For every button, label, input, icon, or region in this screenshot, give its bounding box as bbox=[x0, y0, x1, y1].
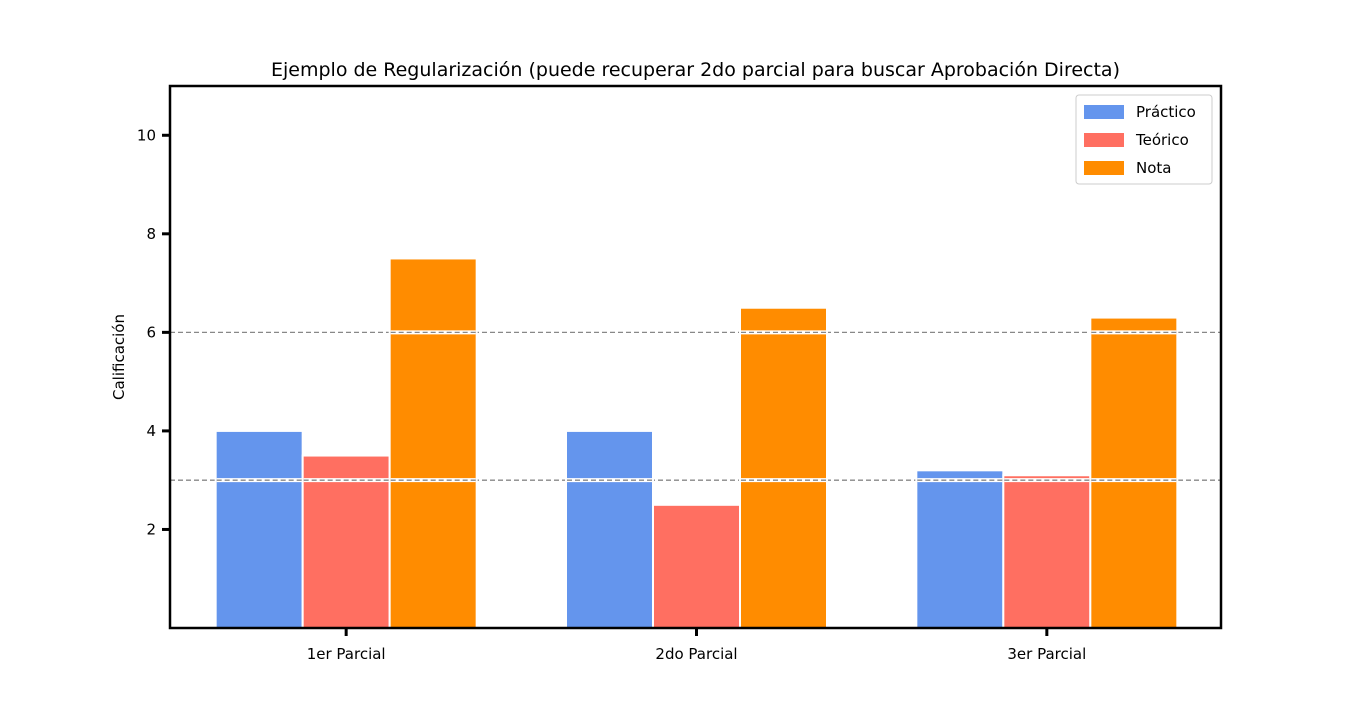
bar-teorico-2 bbox=[652, 503, 741, 629]
y-tick-label: 10 bbox=[137, 126, 156, 144]
bar-practico-2 bbox=[565, 429, 654, 629]
bar-teorico-3 bbox=[1002, 474, 1092, 629]
legend-label: Práctico bbox=[1136, 103, 1196, 121]
bar-nota-3 bbox=[1089, 316, 1179, 629]
y-tick-label: 2 bbox=[146, 520, 156, 538]
legend-swatch bbox=[1084, 133, 1124, 147]
bars bbox=[214, 257, 1179, 629]
legend-label: Nota bbox=[1136, 159, 1171, 177]
y-axis-ticks: 2 4 6 8 10 bbox=[137, 126, 170, 538]
bar-teorico-1 bbox=[301, 454, 391, 629]
x-axis-ticks: 1er Parcial 2do Parcial 3er Parcial bbox=[307, 628, 1086, 663]
x-tick-label: 3er Parcial bbox=[1007, 645, 1086, 663]
x-tick-label: 2do Parcial bbox=[655, 645, 737, 663]
bar-practico-3 bbox=[915, 469, 1005, 629]
bar-nota-2 bbox=[739, 306, 828, 629]
legend: Práctico Teórico Nota bbox=[1075, 94, 1213, 185]
y-tick-label: 4 bbox=[146, 422, 156, 440]
x-tick-label: 1er Parcial bbox=[307, 645, 386, 663]
legend-swatch bbox=[1084, 105, 1124, 119]
bar-nota-1 bbox=[388, 257, 478, 629]
legend-swatch bbox=[1084, 161, 1124, 175]
reference-lines-overlay bbox=[216, 330, 1177, 483]
y-tick-label: 6 bbox=[146, 323, 156, 341]
legend-label: Teórico bbox=[1135, 131, 1189, 149]
y-axis-label: Calificación bbox=[110, 314, 128, 400]
chart-title: Ejemplo de Regularización (puede recuper… bbox=[271, 59, 1120, 81]
bar-practico-1 bbox=[214, 429, 304, 629]
y-tick-label: 8 bbox=[146, 225, 156, 243]
